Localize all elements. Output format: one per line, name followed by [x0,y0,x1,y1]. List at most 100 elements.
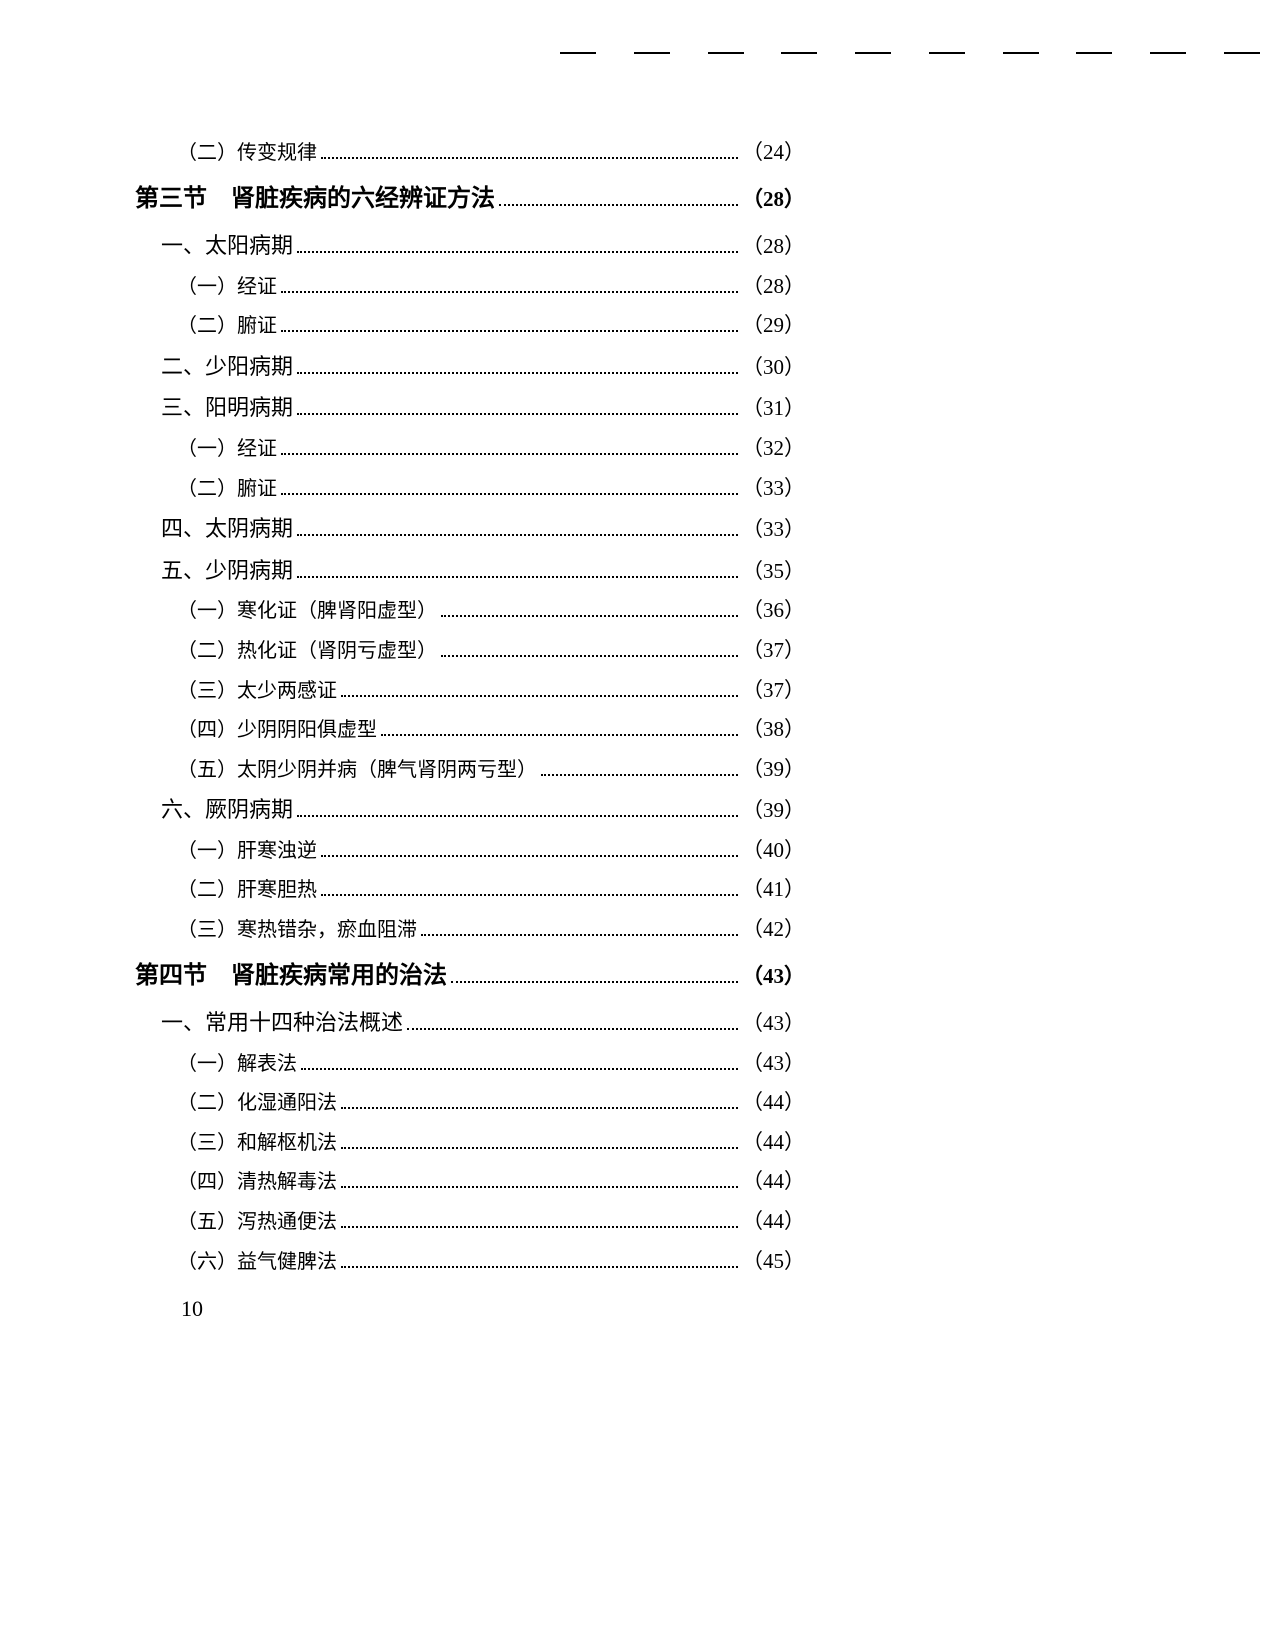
toc-line: 第三节 肾脏疾病的六经辨证方法（28） [135,180,805,218]
toc-page-number: （44） [742,1165,805,1199]
toc-dots [321,157,738,159]
toc-label: （五）泻热通便法 [177,1206,337,1238]
toc-dots [297,576,738,578]
toc-line: （四）清热解毒法（44） [177,1165,805,1199]
toc-dots [421,934,738,936]
toc-page-number: （43） [742,1007,805,1041]
toc-dots [321,894,738,896]
toc-page-number: （35） [742,555,805,589]
toc-label: 三、阳明病期 [161,390,293,425]
toc-label: （一）寒化证（脾肾阳虚型） [177,595,437,627]
toc-page-number: （37） [742,634,805,668]
toc-dots [297,251,738,253]
dash-mark [560,52,596,54]
toc-line: （三）太少两感证 （37） [177,674,805,708]
toc-dots [451,981,738,983]
toc-page-number: （44） [742,1126,805,1160]
toc-label: （一）经证 [177,271,277,303]
toc-page-number: （31） [742,392,805,426]
toc-line: （三）寒热错杂，瘀血阻滞 （42） [177,913,805,947]
toc-label: （二）肝寒胆热 [177,874,317,906]
toc-line: （二）热化证（肾阴亏虚型） （37） [177,634,805,668]
toc-dots [341,1147,738,1149]
dash-mark [634,52,670,54]
toc-page-number: （33） [742,513,805,547]
toc-dots [341,1226,738,1228]
toc-dots [321,855,738,857]
toc-page-number: （41） [742,873,805,907]
toc-label: （二）腑证 [177,473,277,505]
toc-dots [341,1266,738,1268]
toc-line: 一、太阳病期 （28） [161,228,805,264]
toc-label: 五、少阴病期 [161,553,293,588]
toc-label: （一）解表法 [177,1048,297,1080]
toc-label: （一）经证 [177,433,277,465]
toc-line: （一）经证（32） [177,432,805,466]
toc-label: （一）肝寒浊逆 [177,835,317,867]
toc-page-number: （39） [742,753,805,787]
toc-label: （四）少阴阴阳俱虚型 [177,714,377,746]
toc-line: （二）腑证 （33） [177,472,805,506]
toc-line: 三、阳明病期 （31） [161,390,805,426]
toc-page-number: （43） [742,960,805,994]
toc-line: 第四节 肾脏疾病常用的治法 （43） [135,957,805,995]
toc-page-number: （38） [742,713,805,747]
dash-mark [1076,52,1112,54]
toc-label: （二）化湿通阳法 [177,1087,337,1119]
toc-dots [297,372,738,374]
toc-page-number: （44） [742,1086,805,1120]
toc-page-number: （44） [742,1205,805,1239]
toc-dots [441,655,738,657]
toc-line: （一）经证（28） [177,270,805,304]
dash-mark [781,52,817,54]
toc-dots [297,534,738,536]
toc-dots [441,615,738,617]
dash-mark [708,52,744,54]
dash-mark [929,52,965,54]
dash-mark [1150,52,1186,54]
toc-line: （二）化湿通阳法 （44） [177,1086,805,1120]
toc-label: 一、太阳病期 [161,228,293,263]
toc-dots [281,330,738,332]
toc-label: 一、常用十四种治法概述 [161,1005,403,1040]
toc-page-number: （37） [742,674,805,708]
toc-dots [281,453,738,455]
toc-dots [297,815,738,817]
toc-line: （二）肝寒胆热 （41） [177,873,805,907]
toc-label: （二）热化证（肾阴亏虚型） [177,635,437,667]
toc-label: （三）太少两感证 [177,675,337,707]
toc-list: （二）传变规律（24）第三节 肾脏疾病的六经辨证方法（28）一、太阳病期（28）… [135,136,805,1278]
toc-line: （六）益气健脾法（45） [177,1245,805,1279]
toc-line: （二）腑证 （29） [177,309,805,343]
toc-line: （三）和解枢机法（44） [177,1126,805,1160]
toc-page-number: （42） [742,913,805,947]
toc-label: （三）寒热错杂，瘀血阻滞 [177,914,417,946]
toc-label: 第三节 肾脏疾病的六经辨证方法 [135,180,495,218]
toc-page-number: （29） [742,309,805,343]
toc-line: （一）肝寒浊逆（40） [177,834,805,868]
toc-line: （五）泻热通便法 （44） [177,1205,805,1239]
toc-page-number: （45） [742,1245,805,1279]
toc-page-number: （36） [742,594,805,628]
toc-page-number: （28） [742,230,805,264]
toc-line: （一）寒化证（脾肾阳虚型） （36） [177,594,805,628]
toc-line: （一）解表法（43） [177,1047,805,1081]
toc-line: 四、太阴病期（33） [161,511,805,547]
toc-label: （五）太阴少阴并病（脾气肾阴两亏型） [177,754,537,786]
top-dash-marks [560,52,1260,54]
toc-line: 一、常用十四种治法概述 （43） [161,1005,805,1041]
page-number: 10 [181,1296,805,1322]
toc-dots [341,1107,738,1109]
dash-mark [1224,52,1260,54]
toc-dots [281,493,738,495]
toc-page-number: （24） [742,136,805,170]
toc-label: （二）腑证 [177,310,277,342]
toc-label: 第四节 肾脏疾病常用的治法 [135,957,447,995]
toc-dots [381,734,738,736]
toc-page-number: （39） [742,794,805,828]
toc-page-number: （30） [742,351,805,385]
toc-dots [341,1186,738,1188]
toc-page-number: （33） [742,472,805,506]
toc-dots [541,774,738,776]
toc-line: 五、少阴病期 （35） [161,553,805,589]
